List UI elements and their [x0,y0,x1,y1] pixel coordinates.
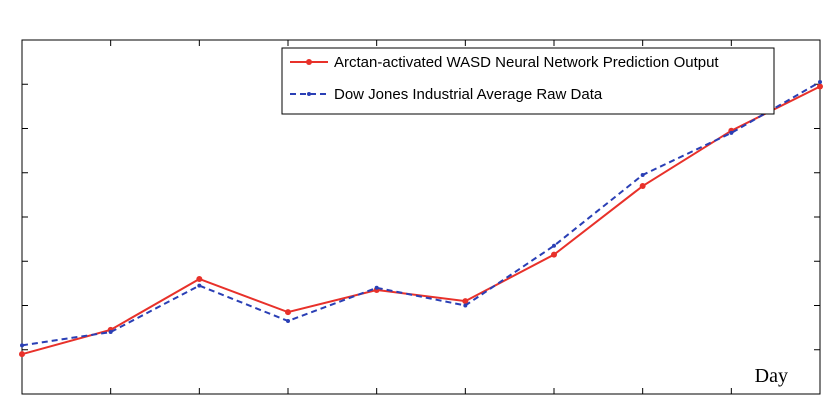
data-point-raw-data [463,303,468,308]
legend: Arctan-activated WASD Neural Network Pre… [281,47,775,115]
legend-marker-prediction [306,59,312,65]
data-point-raw-data [729,130,734,135]
data-point-prediction [551,251,557,258]
data-point-prediction [285,309,291,316]
data-point-raw-data [20,343,24,348]
data-point-raw-data [552,243,556,248]
data-point-prediction [19,351,25,358]
data-point-prediction [817,83,823,90]
series-line-raw-data [21,81,821,347]
legend-label-raw-data: Dow Jones Industrial Average Raw Data [334,86,603,103]
series-line-prediction [21,85,821,356]
legend-box [281,47,775,115]
data-point-raw-data [108,330,113,335]
data-point-raw-data [374,285,379,290]
data-point-raw-data [197,283,202,288]
axes-frame [21,39,821,395]
x-axis-label: Day [755,365,788,387]
series-layer [19,80,823,358]
data-point-prediction [462,298,469,305]
data-point-prediction [639,183,646,190]
data-point-prediction [196,275,203,282]
data-point-raw-data [640,172,645,177]
legend-label-prediction: Arctan-activated WASD Neural Network Pre… [334,54,719,71]
data-point-raw-data [818,80,822,85]
legend-marker-raw-data [307,92,311,96]
data-point-raw-data [286,318,290,323]
